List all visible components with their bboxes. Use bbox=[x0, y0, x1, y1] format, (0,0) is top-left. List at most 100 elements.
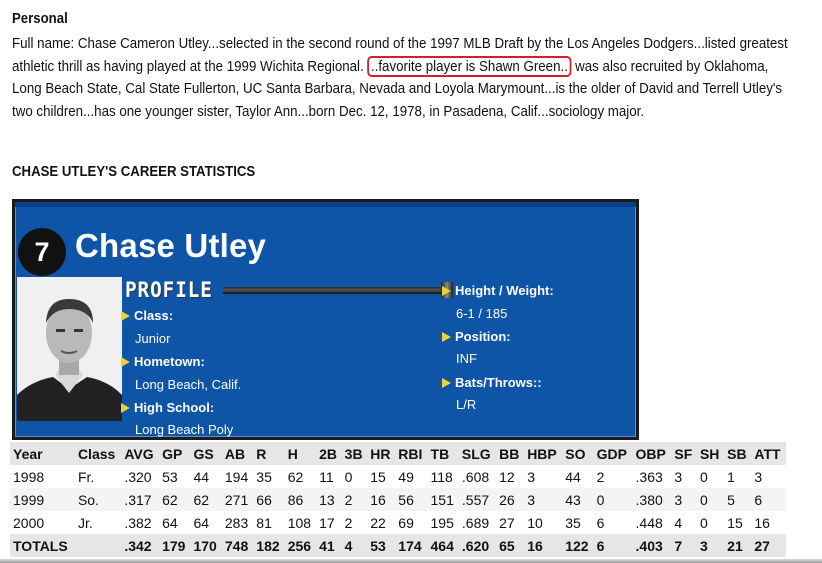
cell: .380 bbox=[632, 488, 672, 511]
personal-heading: Personal bbox=[12, 10, 68, 27]
cell: 16 bbox=[367, 488, 396, 511]
class-label: Class: bbox=[121, 308, 173, 323]
cell: 65 bbox=[496, 534, 525, 557]
cell: 174 bbox=[395, 534, 428, 557]
player-name: Chase Utley bbox=[75, 227, 267, 264]
cell bbox=[74, 534, 122, 557]
cell: 16 bbox=[524, 534, 563, 557]
col-header: GS bbox=[190, 442, 222, 465]
bio-text-after: was also recruited by Oklahoma, Long Bea… bbox=[12, 57, 783, 120]
cell: 194 bbox=[224, 468, 249, 485]
cell: 0 bbox=[593, 488, 633, 511]
cell: 62 bbox=[159, 488, 191, 511]
arrow-icon bbox=[442, 286, 451, 296]
col-header: SF bbox=[671, 442, 697, 465]
col-header: TB bbox=[427, 442, 459, 465]
class-value: Junior bbox=[135, 331, 171, 346]
cell: 6 bbox=[596, 514, 605, 531]
bio-paragraph: Full name: Chase Cameron Utley...selecte… bbox=[12, 33, 793, 123]
cell: .620 bbox=[458, 534, 497, 557]
cell: 15 bbox=[727, 514, 743, 531]
cell: 3 bbox=[527, 468, 535, 485]
col-header: Class bbox=[74, 442, 122, 465]
cell: 6 bbox=[593, 534, 633, 557]
col-header: R bbox=[253, 442, 285, 465]
cell: 151 bbox=[427, 488, 459, 511]
col-header: SLG bbox=[458, 442, 497, 465]
table-row: 2000 Jr. .382 64 64 283 81 108 17 2 22 6… bbox=[10, 511, 786, 534]
cell: 3 bbox=[671, 488, 697, 511]
col-header: SH bbox=[696, 442, 725, 465]
cell: 2000 bbox=[13, 514, 45, 531]
cell: 182 bbox=[253, 534, 285, 557]
career-statistics-heading: CHASE UTLEY'S CAREER STATISTICS bbox=[12, 163, 256, 180]
totals-row: TOTALS .342 179 170 748 182 256 41 4 53 … bbox=[10, 534, 786, 557]
cell: 27 bbox=[751, 534, 786, 557]
cell: 69 bbox=[398, 514, 414, 531]
hometown-value: Long Beach, Calif. bbox=[135, 377, 242, 392]
cell: 748 bbox=[221, 534, 254, 557]
cell: 108 bbox=[287, 514, 312, 531]
col-header: SB bbox=[724, 442, 752, 465]
cell: 3 bbox=[524, 488, 563, 511]
high-school-value: Long Beach Poly bbox=[135, 422, 234, 437]
col-header: AB bbox=[221, 442, 254, 465]
cell: 1999 bbox=[10, 488, 75, 511]
position-label: Position: bbox=[442, 329, 511, 344]
hometown-label: Hometown: bbox=[121, 354, 205, 369]
cell: 118 bbox=[430, 468, 453, 485]
cell: 64 bbox=[193, 514, 210, 531]
stats-header-row: Year Class AVG GP GS AB R H 2B 3B HR RBI… bbox=[10, 442, 786, 465]
cell: 195 bbox=[430, 514, 454, 531]
cell: 12 bbox=[499, 468, 515, 485]
cell: 6 bbox=[751, 488, 786, 511]
col-header: HBP bbox=[524, 442, 563, 465]
cell: 464 bbox=[427, 534, 459, 557]
cell: 1998 bbox=[13, 468, 45, 485]
page-bottom-divider bbox=[0, 559, 822, 563]
cell: 64 bbox=[162, 514, 178, 531]
cell: 2 bbox=[344, 514, 353, 531]
col-header: Year bbox=[10, 442, 75, 465]
col-header: 3B bbox=[341, 442, 368, 465]
cell: 53 bbox=[162, 468, 178, 485]
arrow-icon bbox=[442, 378, 451, 388]
cell: 27 bbox=[499, 514, 515, 531]
profile-card: 7 Chase Utley PROFILE Class: Junior Home… bbox=[12, 199, 639, 440]
col-header: H bbox=[284, 442, 317, 465]
cell: 16 bbox=[754, 514, 770, 531]
bats-throws-label: Bats/Throws:: bbox=[442, 375, 542, 390]
cell: 66 bbox=[253, 488, 285, 511]
col-header: SO bbox=[562, 442, 594, 465]
cell: 1 bbox=[727, 468, 735, 485]
cell: Fr. bbox=[77, 468, 95, 485]
arrow-icon bbox=[442, 332, 451, 342]
cell: 35 bbox=[565, 514, 581, 531]
cell: 7 bbox=[671, 534, 697, 557]
height-weight-label: Height / Weight: bbox=[442, 283, 554, 298]
cell: TOTALS bbox=[10, 534, 75, 557]
col-header: HR bbox=[367, 442, 396, 465]
cell: 256 bbox=[284, 534, 317, 557]
cell: 26 bbox=[496, 488, 525, 511]
cell: 41 bbox=[316, 534, 342, 557]
cell: .317 bbox=[121, 488, 160, 511]
cell: .363 bbox=[635, 468, 663, 485]
col-header: RBI bbox=[395, 442, 428, 465]
cell: 4 bbox=[674, 514, 683, 531]
player-headshot-photo bbox=[17, 277, 122, 421]
arrow-icon bbox=[121, 403, 130, 413]
jersey-number-badge: 7 bbox=[18, 228, 66, 276]
cell: .320 bbox=[124, 468, 152, 485]
cell: .557 bbox=[458, 488, 497, 511]
cell: 170 bbox=[190, 534, 222, 557]
cell: 62 bbox=[287, 468, 304, 485]
cell: 0 bbox=[699, 514, 708, 531]
cell: 17 bbox=[319, 514, 335, 531]
bio-text-before: Full name: Chase Cameron Utley...selecte… bbox=[12, 35, 788, 75]
cell: 122 bbox=[562, 534, 594, 557]
cell: 43 bbox=[562, 488, 594, 511]
col-header: AVG bbox=[121, 442, 160, 465]
cell: 5 bbox=[724, 488, 752, 511]
cell: 62 bbox=[190, 488, 222, 511]
